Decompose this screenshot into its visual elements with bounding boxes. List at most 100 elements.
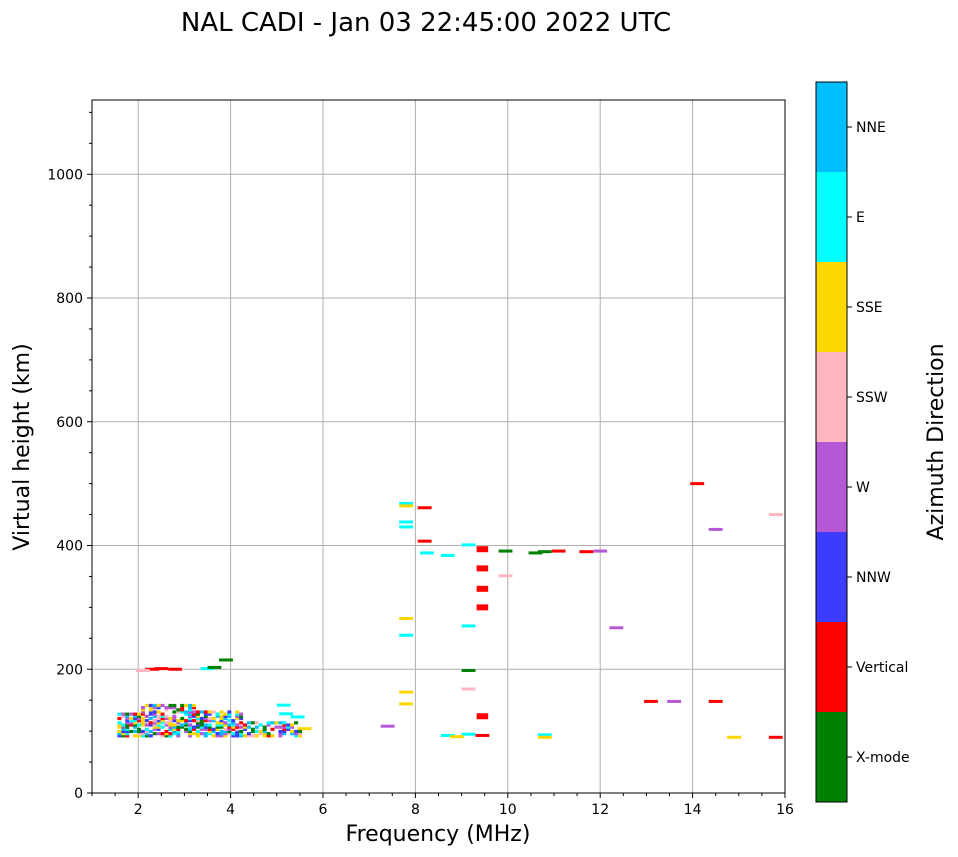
echo-point (219, 723, 224, 727)
echo-point (223, 716, 228, 721)
y-tick-label: 1000 (47, 167, 83, 183)
echo-point (231, 721, 236, 725)
echo-point (290, 715, 305, 719)
echo-point (199, 723, 204, 727)
echo-point (192, 732, 196, 736)
echo-point (450, 735, 464, 739)
echo-point (156, 714, 161, 718)
echo-point (768, 735, 783, 739)
echo-point (133, 721, 138, 725)
echo-point (223, 712, 228, 716)
echo-point (219, 732, 224, 736)
echo-point (207, 727, 212, 731)
echo-point (399, 617, 414, 621)
echo-point (176, 708, 181, 712)
echo-point (250, 727, 255, 731)
echo-point (266, 732, 271, 736)
echo-point (278, 725, 283, 729)
echo-point (121, 725, 126, 729)
echo-point (227, 729, 232, 734)
echo-point (184, 727, 189, 731)
echo-point (117, 734, 122, 738)
echo-point (207, 716, 212, 721)
echo-point (235, 725, 240, 729)
echo-point (176, 725, 181, 729)
echo-point (243, 734, 248, 738)
echo-point (219, 716, 224, 721)
echo-point (609, 626, 624, 630)
echo-point (211, 727, 216, 731)
echo-point (235, 710, 240, 714)
echo-point (180, 723, 185, 727)
echo-point (286, 725, 291, 729)
echo-point (172, 714, 177, 718)
echo-point (152, 723, 157, 727)
echo-point (195, 734, 200, 738)
echo-point (235, 714, 240, 718)
echo-point (239, 712, 244, 716)
echo-point (294, 732, 299, 736)
y-tick-label: 0 (74, 786, 83, 802)
echo-point (164, 721, 169, 725)
echo-point (121, 723, 126, 727)
echo-point (223, 723, 228, 727)
echo-point (195, 723, 200, 727)
echo-point (207, 665, 222, 669)
echo-point (207, 710, 212, 714)
echo-point (211, 710, 216, 714)
echo-point (690, 482, 705, 486)
echo-point (184, 710, 189, 714)
echo-point (192, 706, 196, 710)
echo-point (148, 708, 153, 712)
echo-point (160, 703, 165, 708)
grid-lines (92, 100, 785, 793)
echo-point (121, 712, 126, 716)
echo-point (199, 719, 204, 723)
echo-point (223, 714, 228, 718)
chart-title: NAL CADI - Jan 03 22:45:00 2022 UTC (181, 8, 671, 38)
echo-point (195, 719, 200, 723)
echo-point (184, 721, 189, 725)
echo-point (144, 732, 149, 736)
echo-point (192, 712, 196, 716)
echo-point (121, 729, 126, 734)
echo-point (133, 729, 138, 734)
echo-point (258, 723, 263, 727)
echo-point (156, 719, 161, 723)
echo-point (537, 550, 552, 554)
echo-point (176, 719, 181, 723)
echo-point (270, 734, 275, 738)
y-tick-label: 800 (56, 291, 83, 307)
echo-point (203, 716, 208, 721)
echo-point (195, 725, 200, 729)
axis-ticks: 2 4 6 8 10 12 14 16 0 200 400 600 800 1000 (47, 111, 794, 818)
echo-point (231, 725, 236, 729)
colorbar-segment (816, 442, 847, 532)
colorbar-label: Vertical (856, 660, 908, 676)
echo-point (476, 585, 489, 592)
echo-point (180, 706, 185, 710)
echo-point (188, 710, 193, 714)
echo-point (231, 734, 236, 738)
echo-point (461, 543, 476, 547)
echo-point (152, 727, 157, 731)
echo-point (172, 719, 177, 723)
echo-point (380, 724, 395, 728)
echo-point (188, 706, 193, 710)
y-tick-label: 200 (56, 662, 83, 678)
echo-point (188, 729, 193, 734)
echo-point (156, 721, 161, 725)
echo-point (417, 539, 432, 543)
echo-point (188, 712, 193, 716)
echo-point (168, 734, 173, 738)
colorbar-label: NNW (856, 570, 891, 586)
echo-point (223, 721, 228, 725)
echo-point (140, 732, 145, 736)
echo-point (211, 719, 216, 723)
colorbar-segment (816, 172, 847, 262)
echo-point (140, 723, 145, 727)
x-tick-label: 10 (499, 802, 517, 818)
echo-point (168, 667, 183, 671)
echo-point (247, 732, 251, 736)
echo-point (195, 721, 200, 725)
